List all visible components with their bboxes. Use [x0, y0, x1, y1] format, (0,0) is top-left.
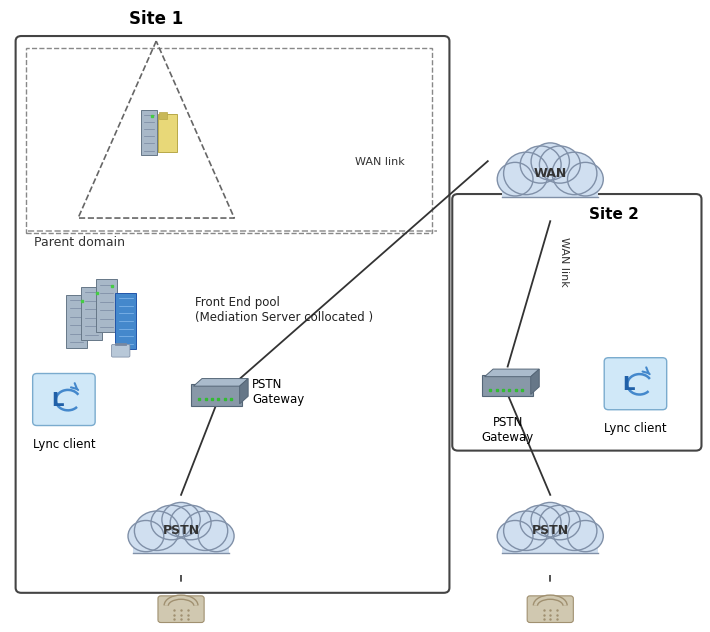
Ellipse shape — [497, 162, 533, 196]
Ellipse shape — [520, 146, 561, 183]
Text: L: L — [623, 375, 635, 394]
FancyBboxPatch shape — [96, 279, 116, 332]
FancyBboxPatch shape — [604, 358, 667, 410]
Text: PSTN: PSTN — [163, 525, 200, 537]
FancyBboxPatch shape — [141, 110, 158, 155]
Text: WAN link: WAN link — [355, 157, 405, 167]
Ellipse shape — [521, 152, 579, 198]
FancyBboxPatch shape — [503, 530, 599, 552]
FancyBboxPatch shape — [158, 596, 204, 623]
Ellipse shape — [552, 511, 597, 550]
Ellipse shape — [552, 152, 597, 195]
FancyBboxPatch shape — [67, 295, 87, 348]
Polygon shape — [484, 369, 540, 377]
Text: Lync client: Lync client — [604, 422, 667, 435]
FancyBboxPatch shape — [158, 114, 177, 152]
Ellipse shape — [503, 511, 548, 550]
FancyBboxPatch shape — [33, 374, 95, 425]
Ellipse shape — [567, 162, 604, 196]
FancyBboxPatch shape — [452, 194, 701, 451]
Ellipse shape — [503, 152, 548, 195]
Ellipse shape — [170, 506, 211, 540]
Text: Front End pool
(Mediation Server collocated ): Front End pool (Mediation Server colloca… — [195, 296, 373, 324]
Polygon shape — [193, 379, 248, 386]
Text: Site 1: Site 1 — [129, 11, 183, 28]
Text: L: L — [51, 391, 63, 410]
FancyBboxPatch shape — [81, 287, 102, 340]
Ellipse shape — [567, 521, 604, 552]
Text: WAN link: WAN link — [559, 238, 569, 287]
Text: Site 2: Site 2 — [589, 207, 639, 222]
Ellipse shape — [153, 511, 210, 554]
FancyBboxPatch shape — [528, 596, 574, 623]
FancyBboxPatch shape — [483, 375, 532, 396]
Text: PSTN: PSTN — [532, 525, 569, 537]
Ellipse shape — [134, 511, 179, 550]
Ellipse shape — [162, 502, 200, 537]
FancyBboxPatch shape — [191, 384, 241, 406]
FancyBboxPatch shape — [111, 344, 130, 357]
Ellipse shape — [183, 511, 228, 550]
FancyBboxPatch shape — [133, 530, 229, 552]
Text: Lync client: Lync client — [33, 438, 95, 451]
Polygon shape — [240, 379, 248, 404]
Ellipse shape — [497, 521, 533, 552]
Text: WAN: WAN — [534, 167, 567, 180]
FancyBboxPatch shape — [115, 293, 136, 349]
Ellipse shape — [128, 521, 164, 552]
FancyBboxPatch shape — [159, 112, 167, 119]
Ellipse shape — [151, 506, 192, 540]
Ellipse shape — [531, 502, 569, 537]
Ellipse shape — [540, 146, 580, 183]
FancyBboxPatch shape — [16, 36, 449, 593]
FancyBboxPatch shape — [503, 173, 599, 197]
FancyBboxPatch shape — [26, 48, 432, 233]
Text: PSTN
Gateway: PSTN Gateway — [252, 378, 305, 406]
Ellipse shape — [521, 511, 579, 554]
Polygon shape — [530, 369, 540, 394]
Ellipse shape — [540, 506, 580, 540]
Ellipse shape — [531, 143, 569, 180]
Text: Parent domain: Parent domain — [34, 236, 125, 249]
Ellipse shape — [520, 506, 561, 540]
Text: PSTN
Gateway: PSTN Gateway — [481, 416, 534, 444]
Ellipse shape — [198, 521, 234, 552]
